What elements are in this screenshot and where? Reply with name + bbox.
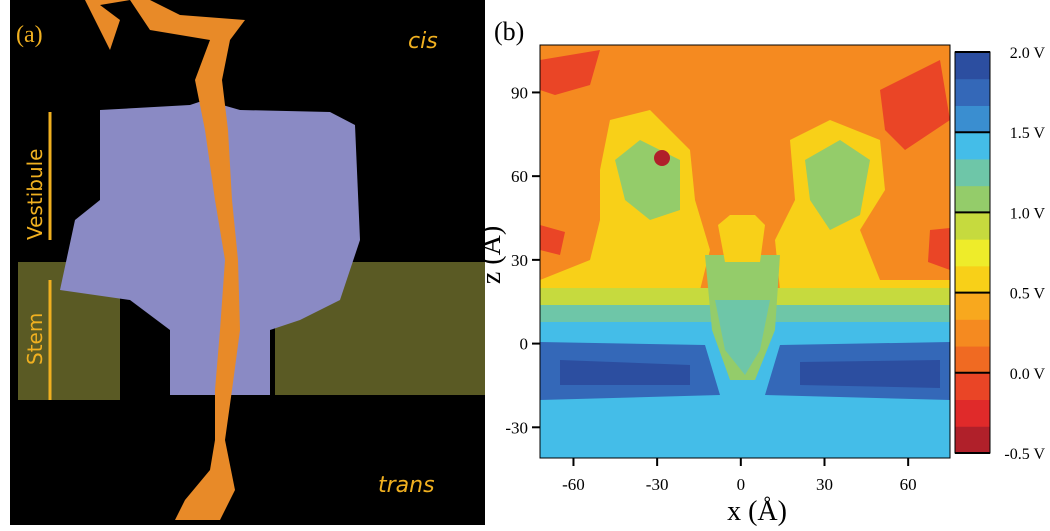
colorbar-band bbox=[955, 212, 990, 240]
colorbar-band bbox=[955, 78, 990, 106]
x-axis-label: x (Å) bbox=[727, 496, 787, 527]
colorbar-band bbox=[955, 52, 990, 80]
trans-label: trans bbox=[378, 473, 435, 498]
y-tick-label: 90 bbox=[511, 83, 528, 102]
x-tick-label: -30 bbox=[646, 475, 669, 494]
field-channel bbox=[715, 300, 770, 375]
x-tick-label: -60 bbox=[562, 475, 585, 494]
colorbar-band bbox=[955, 185, 990, 213]
colorbar-tick-label: 1.0 V bbox=[1010, 205, 1046, 222]
y-axis-label: z (Å) bbox=[476, 226, 507, 284]
colorbar-band bbox=[955, 346, 990, 374]
colorbar-tick-label: 1.5 V bbox=[1010, 125, 1046, 142]
colorbar-band bbox=[955, 132, 990, 160]
plot-frame bbox=[539, 44, 951, 459]
colorbar-tick-label: 2.0 V bbox=[1010, 45, 1046, 62]
field-red bbox=[540, 50, 950, 270]
stem-label: Stem bbox=[23, 313, 47, 365]
colorbar-band bbox=[955, 265, 990, 294]
contour-plot bbox=[539, 44, 951, 459]
panel-label: (b) bbox=[494, 17, 524, 46]
colorbar-band bbox=[955, 399, 990, 427]
colorbar-band bbox=[955, 105, 990, 133]
dna-strand bbox=[85, 0, 245, 520]
colorbar-band bbox=[955, 239, 990, 267]
y-tick-label: 30 bbox=[511, 251, 528, 270]
colorbar-band bbox=[955, 158, 990, 187]
field-channel bbox=[718, 215, 765, 262]
cis-label: cis bbox=[408, 29, 438, 54]
colorbar-band bbox=[955, 319, 990, 347]
y-tick-label: -30 bbox=[505, 418, 528, 437]
x-tick-label: 30 bbox=[816, 475, 833, 494]
colorbar-band bbox=[955, 426, 990, 454]
x-tick-label: 60 bbox=[900, 475, 917, 494]
panel-label: (a) bbox=[16, 22, 43, 48]
colorbar-tick-label: -0.5 V bbox=[1004, 446, 1045, 463]
field-peak bbox=[654, 150, 670, 166]
membrane bbox=[18, 262, 485, 400]
colorbar-tick-label: 0.0 V bbox=[1010, 366, 1046, 383]
colorbar-band bbox=[955, 372, 990, 401]
colorbar-band bbox=[955, 292, 990, 320]
y-tick-label: 60 bbox=[511, 167, 528, 186]
colorbar-tick-label: 0.5 V bbox=[1010, 286, 1046, 303]
field-darkblue bbox=[560, 360, 940, 388]
x-tick-label: 0 bbox=[737, 475, 746, 494]
panel-a: (a) cis trans Vestibule Stem bbox=[10, 0, 485, 525]
y-tick-label: 0 bbox=[520, 335, 529, 354]
field-green bbox=[615, 140, 870, 230]
vestibule-label: Vestibule bbox=[23, 149, 47, 240]
protein bbox=[60, 100, 360, 395]
